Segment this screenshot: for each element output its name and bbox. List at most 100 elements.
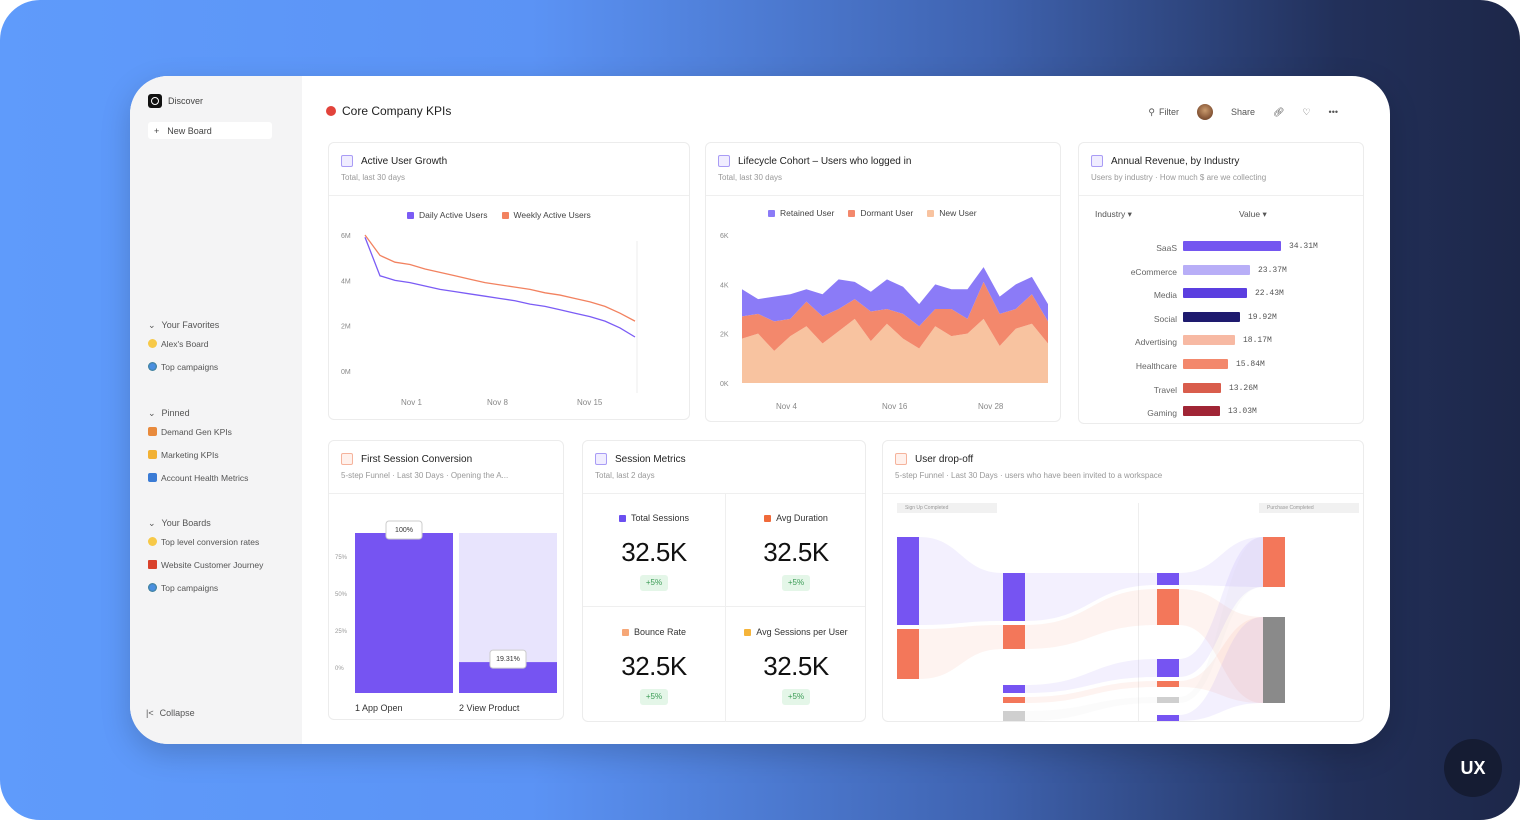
revenue-value: 13.26M (1229, 383, 1258, 393)
legend-swatch (927, 209, 935, 217)
x-tick-label: Nov 15 (577, 398, 603, 407)
revenue-bar (1183, 264, 1250, 275)
sidebar-item-top-campaigns[interactable]: Top campaigns (148, 355, 298, 378)
metric-label: Avg Duration (725, 513, 867, 523)
industry-column-header[interactable]: Industry ▾ (1095, 209, 1132, 220)
sidebar-item-label: Top level conversion rates (161, 536, 260, 547)
flow-band (1179, 617, 1263, 703)
metric-label-text: Total Sessions (630, 513, 690, 523)
card-title: Lifecycle Cohort – Users who logged in (718, 155, 911, 167)
revenue-value: 19.92M (1248, 312, 1277, 322)
sidebar-item-conversion-rates[interactable]: Top level conversion rates (148, 530, 298, 553)
metric-delta-badge: +5% (782, 575, 810, 591)
user-dropoff-card: User drop-off 5-step Funnel · Last 30 Da… (882, 440, 1364, 722)
sidebar-item-top-campaigns-2[interactable]: Top campaigns (148, 576, 298, 599)
app-window: Discover + New Board ⌄ Your Favorites Ale… (130, 76, 1390, 744)
y-tick-label: 4M (341, 278, 351, 285)
filter-button[interactable]: ⚲ Filter (1148, 107, 1179, 118)
value-column-header[interactable]: Value ▾ (1239, 209, 1267, 220)
card-title: User drop-off (895, 453, 973, 465)
chart-legend: Retained User Dormant User New User (768, 208, 977, 218)
industry-label: Healthcare (1135, 361, 1177, 371)
chart-icon (718, 155, 730, 167)
revenue-row: Media 22.43M (1089, 284, 1369, 308)
funnel-node-bar (1003, 685, 1025, 693)
revenue-value: 15.84M (1236, 360, 1265, 369)
heart-icon[interactable]: ♡ (1302, 106, 1311, 117)
pinned-title: Pinned (161, 408, 190, 418)
flow-band (1179, 617, 1263, 721)
sidebar-item-alexs-board[interactable]: Alex's Board (148, 332, 298, 355)
discover-link[interactable]: Discover (148, 94, 203, 108)
sidebar-item-account-health[interactable]: Account Health Metrics (148, 466, 298, 489)
metric-avg-sessions-per-user: Avg Sessions per User 32.5K +5% (725, 609, 867, 721)
avatar[interactable] (1197, 104, 1213, 120)
favorites-header[interactable]: ⌄ Your Favorites (148, 318, 298, 332)
metric-vdivider (725, 494, 726, 722)
discover-label: Discover (168, 96, 204, 106)
x-tick-label: Nov 8 (487, 398, 508, 407)
legend-item: Weekly Active Users (501, 210, 591, 220)
line-chart: 6M 4M 2M 0M Nov 1 Nov 8 Nov 15 (341, 233, 638, 407)
smile-emoji-icon (148, 537, 157, 546)
y-tick-label: 0% (335, 666, 344, 672)
funnel-node-bar (1263, 537, 1285, 587)
flow-band (919, 625, 1003, 679)
x-tick-label: Nov 28 (978, 402, 1004, 411)
flow-band (919, 537, 1003, 625)
funnel-node-bar (1157, 589, 1179, 625)
card-subtitle: Total, last 30 days (718, 173, 783, 182)
pinned-header[interactable]: ⌄ Pinned (148, 406, 298, 420)
card-divider (706, 195, 1060, 196)
filter-icon: ⚲ (1148, 106, 1155, 117)
caret-down-icon: ▾ (1127, 209, 1132, 219)
revenue-value: 13.03M (1228, 407, 1257, 417)
metric-delta-badge: +5% (640, 575, 668, 591)
box-icon (148, 427, 157, 436)
x-tick-label: Nov 16 (882, 402, 908, 411)
area-series (742, 267, 1048, 327)
favorites-title: Your Favorites (161, 320, 220, 330)
collapse-button[interactable]: |< Collapse (146, 708, 195, 718)
chevron-down-icon: ⌄ (148, 407, 156, 418)
industry-label: Social (1153, 313, 1177, 324)
metric-swatch (621, 628, 629, 636)
more-icon[interactable]: ••• (1328, 107, 1338, 117)
board-emoji-icon (326, 106, 336, 116)
sidebar-item-customer-journey[interactable]: Website Customer Journey (148, 553, 298, 576)
flow-band (1025, 589, 1157, 649)
legend-item: New User (927, 208, 977, 218)
card-title-text: First Session Conversion (361, 453, 473, 465)
link-icon[interactable]: 🔗︎ (1273, 106, 1285, 117)
revenue-bar (1183, 359, 1228, 369)
sidebar-item-demand-gen[interactable]: Demand Gen KPIs (148, 420, 298, 443)
card-divider (329, 493, 563, 494)
boards-header[interactable]: ⌄ Your Boards (148, 516, 298, 530)
funnel-chart-icon (341, 453, 353, 465)
boards-section: ⌄ Your Boards Top level conversion rates … (148, 516, 298, 599)
column-label: Industry (1095, 209, 1126, 219)
metric-label-text: Bounce Rate (633, 627, 687, 637)
sidebar-item-label: Alex's Board (161, 338, 209, 349)
legend-label: New User (939, 208, 977, 218)
funnel-value-label: 100% (395, 527, 413, 534)
metric-swatch (764, 514, 772, 522)
legend-label: Dormant User (860, 208, 914, 218)
annual-revenue-card: Annual Revenue, by Industry Users by ind… (1078, 142, 1364, 424)
sidebar-item-marketing-kpis[interactable]: Marketing KPIs (148, 443, 298, 466)
card-subtitle: Total, last 30 days (341, 173, 406, 182)
funnel-node-bar (1003, 711, 1025, 721)
new-board-button[interactable]: + New Board (148, 122, 272, 139)
metric-value: 32.5K (621, 651, 687, 681)
metric-swatch (618, 514, 626, 522)
sidebar-item-label: Marketing KPIs (161, 449, 219, 460)
revenue-bar (1183, 241, 1281, 251)
card-subtitle: 5-step Funnel · Last 30 Days · users who… (895, 471, 1163, 480)
smile-emoji-icon (148, 339, 157, 348)
area-series (742, 281, 1048, 351)
share-button[interactable]: Share (1231, 107, 1256, 117)
collapse-label: Collapse (159, 708, 195, 718)
card-title-text: Annual Revenue, by Industry (1111, 155, 1240, 167)
metric-delta-badge: +5% (640, 689, 668, 705)
funnel-node-bar (1157, 715, 1179, 721)
